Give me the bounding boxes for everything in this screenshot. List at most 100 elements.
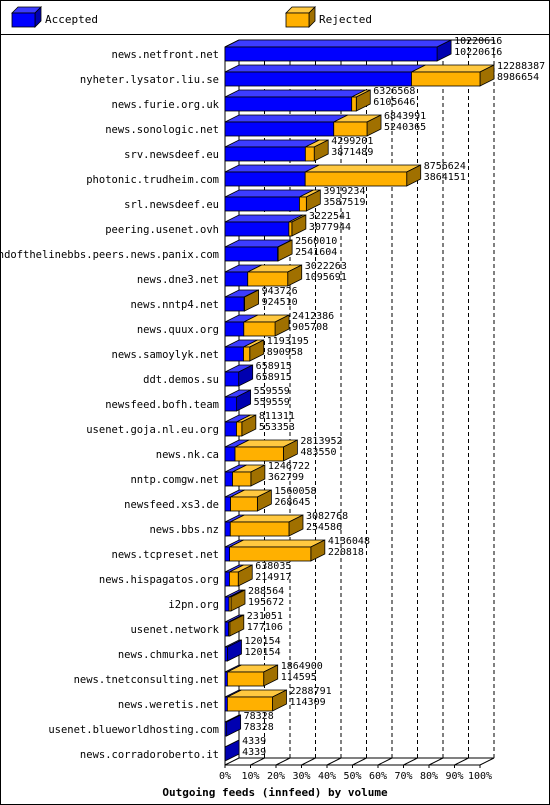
bar-accepted-16-front [224,446,236,462]
value-label-offered-28: 4339 [242,736,266,747]
bar-rejected-7-front [288,221,293,237]
x-tick-label-10: 100% [468,771,492,782]
bar-rejected-5-top [305,164,421,173]
value-label-accepted-0: 10220616 [454,47,502,58]
bar-accepted-3-front [224,121,335,137]
value-label-offered-13: 658915 [256,361,292,372]
floor-line-30 [301,757,316,766]
category-label-2: news.furie.org.uk [112,99,220,111]
bar-accepted-8-front [224,246,279,262]
value-label-accepted-16: 483550 [300,447,336,458]
value-label-offered-10: 943726 [262,286,298,297]
category-label-24: news.chmurka.net [118,649,219,661]
value-label-offered-22: 288564 [248,586,284,597]
bar-accepted-14-front [224,396,238,412]
value-label-accepted-5: 3864151 [424,172,466,183]
value-label-accepted-26: 114309 [289,697,325,708]
bar-accepted-5-top [224,164,320,173]
value-label-offered-26: 2288791 [289,686,331,697]
bar-1 [224,64,495,87]
bar-18 [224,489,272,512]
bar-24 [224,639,242,662]
value-label-offered-7: 3222541 [309,211,351,222]
bar-rejected-3-front [333,121,368,137]
bar-12 [224,339,265,362]
bar-14 [224,389,252,412]
value-label-accepted-12: 890958 [267,347,303,358]
bar-rejected-6-front [299,196,307,212]
x-tick-label-5: 50% [343,771,361,782]
category-label-17: nntp.comgw.net [130,474,219,486]
bar-28 [224,739,240,762]
x-tick-label-2: 20% [267,771,285,782]
bar-accepted-12-front [224,346,244,362]
bar-9 [224,264,303,287]
x-tick-label-8: 80% [420,771,438,782]
value-label-accepted-3: 5240365 [384,122,426,133]
value-label-offered-14: 559559 [254,386,290,397]
value-label-accepted-4: 3871489 [331,147,373,158]
bar-3 [224,114,382,137]
bar-13 [224,364,254,387]
floor-line-70 [403,757,418,766]
value-label-offered-4: 4299201 [331,136,373,147]
value-label-offered-1: 12288387 [497,61,545,72]
value-label-offered-25: 1864900 [281,661,323,672]
bar-accepted-11-front [224,321,245,337]
bar-27 [224,714,242,737]
value-label-accepted-8: 2541604 [295,247,337,258]
value-label-offered-16: 2813952 [300,436,342,447]
bar-accepted-15-front [224,421,237,437]
bar-accepted-24-front [224,646,228,662]
legend-label-accepted: Accepted [45,13,98,26]
category-label-11: news.quux.org [137,324,219,336]
legend-swatch-rejected [285,6,316,28]
legend-label-rejected: Rejected [319,13,372,26]
value-label-offered-9: 3022263 [305,261,347,272]
value-label-offered-17: 1246722 [268,461,310,472]
bar-accepted-20-front [224,546,230,562]
floor-line-10 [250,757,265,766]
bar-rejected-21-front [229,571,239,587]
category-label-5: photonic.trudheim.com [86,174,219,186]
value-label-offered-0: 10220616 [454,36,502,47]
category-label-12: news.samoylyk.net [112,349,219,361]
category-label-0: news.netfront.net [112,49,219,61]
x-axis-title: Outgoing feeds (innfeed) by volume [162,786,388,799]
x-tick-label-0: 0% [219,771,231,782]
bar-accepted-7-front [224,221,290,237]
value-label-accepted-24: 120154 [244,647,280,658]
x-tick-label-4: 40% [318,771,336,782]
x-tick-label-6: 60% [369,771,387,782]
value-label-accepted-19: 254586 [306,522,342,533]
bar-7 [224,214,307,237]
value-label-offered-6: 3919234 [323,186,365,197]
bar-rejected-4-front [304,146,315,162]
bar-rejected-25-front [226,671,265,687]
bar-19 [224,514,304,537]
bar-8 [224,239,293,262]
category-label-14: newsfeed.bofh.team [105,399,219,411]
value-label-offered-15: 811311 [259,411,295,422]
bar-accepted-10-front [224,296,245,312]
value-label-accepted-23: 177106 [247,622,283,633]
bar-rejected-15-front [236,421,243,437]
value-label-accepted-14: 559559 [254,397,290,408]
bar-rejected-16-front [234,446,284,462]
bar-accepted-27-front [224,721,228,737]
bar-rejected-2-front [351,96,357,112]
value-label-accepted-6: 3587519 [323,197,365,208]
bar-5 [224,164,422,187]
category-label-16: news.nk.ca [156,449,219,461]
category-label-25: news.tnetconsulting.net [74,674,219,686]
category-label-23: usenet.network [130,624,219,636]
bar-accepted-2-front [224,96,353,112]
value-label-offered-27: 78328 [244,711,274,722]
bar-accepted-13-front [224,371,240,387]
category-label-20: news.tcpreset.net [112,549,219,561]
value-label-accepted-11: 905708 [292,322,328,333]
bar-rejected-20-front [229,546,312,562]
bar-rejected-19-front [229,521,290,537]
bar-accepted-18-front [224,496,231,512]
